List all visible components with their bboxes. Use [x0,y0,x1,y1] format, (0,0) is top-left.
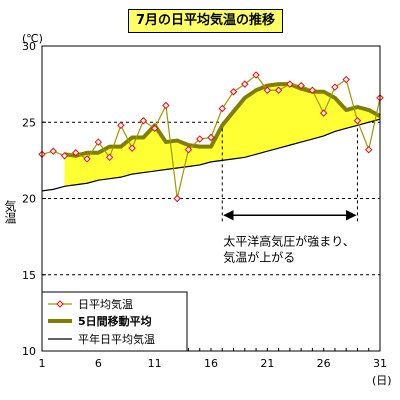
x-tick-label: 6 [95,357,102,370]
annotation: 太平洋高気圧が強まり、気温が上がる [221,128,358,264]
daily-point-marker [331,83,339,91]
daily-point-marker [173,194,181,203]
daily-point-marker [229,88,238,96]
daily-point-marker [72,149,80,157]
daily-point-marker [274,86,283,94]
daily-point-marker [49,147,57,155]
series-normal-line [41,118,381,192]
daily-point-marker [297,81,305,90]
daily-point-marker [342,75,350,84]
legend-label: 5日間移動平均 [78,314,152,328]
daily-point-marker [94,138,103,146]
daily-point-marker [117,121,125,130]
y-tick-label: 25 [22,116,36,129]
x-tick-label: 11 [148,357,162,370]
x-tick-label: 16 [204,357,218,370]
daily-point-marker [241,80,249,88]
y-tick-label: 20 [22,193,36,206]
legend-label: 平年日平均気温 [78,332,155,346]
daily-point-marker [162,101,170,110]
daily-point-marker [263,86,272,94]
x-tick-label: 26 [317,357,331,370]
daily-point-marker [139,117,148,125]
y-tick-label: 15 [22,269,36,282]
daily-markers [38,71,384,203]
y-tick-label: 10 [22,345,36,358]
daily-point-marker [365,145,373,154]
daily-point-marker [218,104,226,113]
daily-point-marker [105,153,114,162]
legend-daily-marker [56,300,64,308]
x-tick-label: 31 [373,357,387,370]
series-moving-average-line [64,82,381,158]
x-tick-label: 1 [39,357,46,370]
daily-point-marker [83,155,91,163]
daily-point-marker [60,152,69,160]
daily-point-marker [184,145,193,154]
daily-point-marker [196,135,204,143]
annotation-text-line: 太平洋高気圧が強まり、 [223,233,355,248]
daily-point-marker [150,124,159,133]
x-tick-label: 21 [260,357,274,370]
legend-label: 日平均気温 [78,297,133,311]
daily-point-marker [353,117,362,125]
daily-point-marker [252,71,260,79]
chart-title: 7月の日平均気温の推移 [128,9,284,33]
daily-point-marker [128,144,136,152]
daily-point-marker [308,86,317,94]
annotation-text-line: 気温が上がる [223,249,295,264]
x-unit-label: (日) [372,374,392,387]
y-axis-label: 気温 [3,199,17,224]
grid-lines [42,121,380,276]
y-tick-label: 30 [22,40,36,53]
daily-point-marker [319,109,328,117]
daily-point-marker [207,133,215,142]
daily-point-marker [286,80,294,88]
y-unit-label: (℃) [22,32,43,45]
